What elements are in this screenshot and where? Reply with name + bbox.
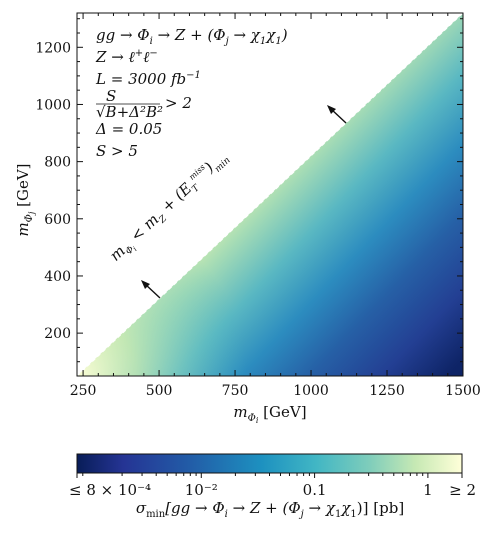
annotation-process: gg → Φi → Z + (Φj → χ1χ1) [96,26,288,47]
y-axis-label: mΦj [GeV] [14,163,36,236]
x-tick-label: 500 [146,383,173,399]
x-tick-label: 1250 [369,383,405,399]
x-axis-label: mΦi [GeV] [233,403,306,425]
colorbar-tick-label: 10⁻² [185,481,218,499]
colorbar-tick-label: 0.1 [303,481,327,499]
arrow-lower [141,280,161,299]
colorbar-tick-label: 1 [423,481,433,499]
y-tick-label: 200 [44,326,71,342]
y-tick-label: 800 [44,155,71,171]
x-tick-label: 1000 [293,383,329,399]
x-axis-ticks: 250 500 750 1000 1250 1500 [70,13,481,399]
annotation-block: gg → Φi → Z + (Φj → χ1χ1) Z → ℓ+ℓ− L = 3… [95,26,288,160]
colorbar [76,453,463,474]
svg-text:> 2: > 2 [165,94,192,112]
plot-frame [76,12,464,377]
x-tick-label: 750 [222,383,249,399]
arrow-upper [327,105,347,124]
y-tick-label: 1000 [35,97,71,113]
annotation-decay: Z → ℓ+ℓ− [95,48,158,66]
colorbar-ticks: ≤ 8 × 10⁻⁴ 10⁻² 0.1 1 ≥ 2 [69,473,476,499]
y-tick-label: 400 [44,269,71,285]
x-tick-label: 250 [70,383,97,399]
annotation-delta: Δ = 0.05 [95,120,162,138]
annotation-luminosity: L = 3000 fb−1 [95,70,201,88]
annotation-signal: S > 5 [96,142,138,160]
annotation-significance: S √B+Δ²B² > 2 [96,87,192,121]
y-tick-label: 600 [44,212,71,228]
x-tick-label: 1500 [445,383,481,399]
colorbar-tick-label: ≤ 8 × 10⁻⁴ [69,481,151,499]
y-tick-label: 1200 [35,40,71,56]
colorbar-label: σmin[gg → Φi → Z + (Φj → χ1χ1)] [pb] [136,499,404,520]
y-axis-ticks: 200 400 600 800 1000 1200 [35,18,463,363]
colorbar-tick-label: ≥ 2 [449,481,476,499]
kinematic-boundary-line [76,12,464,377]
svg-text:S: S [106,87,116,105]
svg-text:√B+Δ²B²: √B+Δ²B² [96,103,163,121]
